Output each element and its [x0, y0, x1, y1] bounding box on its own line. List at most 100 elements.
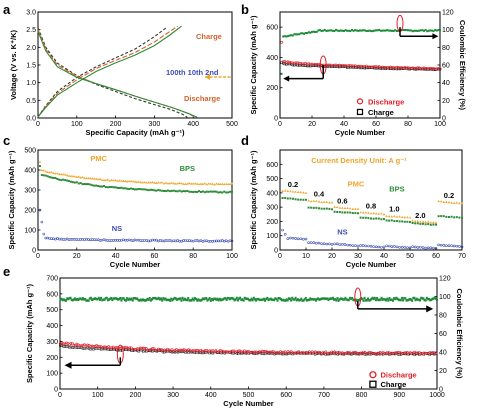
discharge-point: [203, 349, 207, 353]
y-tick-label: 200: [266, 219, 278, 226]
charge-point: [353, 65, 357, 69]
discharge-point: [331, 350, 335, 354]
discharge-point: [336, 351, 340, 354]
discharge-point: [337, 350, 341, 354]
plot-frame: [37, 149, 233, 251]
ce-point: [216, 297, 219, 301]
ce-point: [367, 29, 369, 32]
discharge-point: [220, 349, 224, 353]
discharge-point: [384, 65, 388, 69]
discharge-point: [286, 60, 290, 64]
ce-point: [361, 297, 364, 301]
discharge-point: [191, 348, 195, 352]
discharge-point: [239, 350, 243, 354]
ns-point: [395, 245, 399, 249]
charge-point: [409, 352, 412, 355]
pmc-point: [411, 219, 414, 222]
ce-point: [238, 297, 241, 300]
discharge-point: [398, 350, 402, 354]
discharge-point: [299, 62, 303, 65]
ce-point: [80, 298, 83, 301]
bps-point: [145, 188, 148, 191]
bps-point: [174, 190, 177, 193]
bps-point: [364, 216, 367, 219]
x-tick-label: 100: [434, 121, 446, 128]
ce-point: [437, 29, 440, 32]
bps-point: [461, 216, 463, 219]
pmc-point: [42, 169, 46, 172]
ce-point: [84, 297, 87, 301]
pmc-point: [96, 178, 100, 181]
series-line-10th-charge: [37, 25, 179, 118]
discharge-point: [128, 346, 132, 350]
bps-point: [38, 165, 41, 167]
discharge-point: [280, 40, 284, 44]
ce-point: [331, 29, 334, 32]
y-axis-label: Specific Capacity (mAh g⁻¹): [7, 150, 16, 249]
discharge-point: [356, 352, 359, 356]
discharge-point: [140, 346, 144, 350]
discharge-point: [178, 348, 181, 352]
ce-point: [143, 298, 146, 302]
charge-point: [178, 350, 181, 353]
ns-point: [455, 244, 459, 248]
pmc-point: [421, 220, 425, 223]
ce-point: [407, 29, 409, 32]
pmc-point: [155, 181, 158, 184]
x-tick-label: 800: [356, 392, 368, 399]
ce-point: [183, 297, 186, 301]
ce-point: [338, 298, 341, 301]
ce-point: [290, 34, 293, 37]
x-tick-label: 80: [404, 121, 412, 128]
bps-point: [62, 178, 65, 181]
pmc-point: [354, 207, 357, 210]
ce-point: [275, 297, 278, 301]
discharge-point: [427, 67, 431, 71]
discharge-point: [252, 350, 255, 354]
ce-point: [201, 297, 204, 300]
ce-point: [296, 33, 299, 36]
discharge-point: [102, 345, 106, 349]
ce-point: [388, 297, 391, 300]
discharge-point: [362, 350, 365, 354]
discharge-point: [342, 351, 346, 355]
ce-point: [335, 299, 338, 302]
ce-point: [435, 29, 438, 32]
ce-point: [175, 298, 178, 301]
ce-point: [239, 296, 242, 300]
ce-point: [355, 29, 358, 32]
discharge-point: [261, 349, 264, 353]
ce-point: [373, 29, 376, 32]
y-tick-label: 2.5: [26, 27, 36, 34]
pmc-point: [193, 182, 197, 185]
charge-point: [432, 68, 435, 71]
ce-point: [208, 297, 211, 300]
ns-point: [385, 244, 388, 248]
discharge-point: [108, 346, 112, 350]
charge-point: [302, 64, 306, 67]
pmc-point: [315, 199, 318, 203]
ns-point: [328, 242, 331, 246]
x-tick-label: 600: [280, 392, 292, 399]
bps-point: [157, 189, 160, 192]
ce-point: [431, 297, 434, 301]
ce-point: [326, 297, 329, 300]
discharge-point: [211, 349, 215, 352]
x-tick-label: 20: [73, 253, 81, 260]
discharge-point: [98, 345, 101, 348]
bps-point: [435, 223, 437, 226]
bps-point: [229, 190, 232, 193]
charge-point: [354, 352, 358, 356]
x-tick-label: 100: [92, 392, 104, 399]
ce-point: [353, 298, 356, 302]
ns-point: [343, 243, 347, 246]
ce-point: [127, 298, 130, 301]
pmc-point: [52, 171, 55, 175]
pmc-point: [382, 213, 386, 216]
ce-point: [346, 298, 349, 302]
bps-point: [77, 182, 80, 185]
charge-point: [347, 65, 351, 69]
pmc-point: [328, 201, 331, 204]
ce-point: [130, 297, 133, 300]
ce-point: [298, 33, 301, 36]
